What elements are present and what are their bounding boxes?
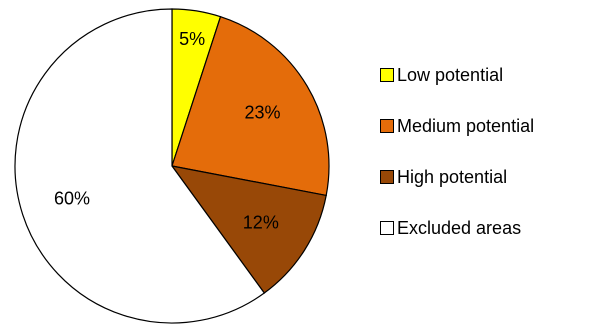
legend-item-low-potential: Low potential xyxy=(380,64,596,85)
pie-data-labels: 5% 23% 12% 60% xyxy=(54,29,281,233)
data-label-high-potential: 12% xyxy=(243,212,279,232)
pie-slice-high-potential xyxy=(170,165,327,294)
legend-label-medium-potential: Medium potential xyxy=(397,115,535,136)
data-label-medium-potential: 23% xyxy=(245,102,281,122)
legend-label-low-potential: Low potential xyxy=(397,64,504,85)
legend-swatch-medium-potential xyxy=(380,119,394,133)
data-label-excluded-areas: 60% xyxy=(54,189,90,209)
pie-slice-medium-potential xyxy=(171,15,330,197)
legend-item-high-potential: High potential xyxy=(380,166,596,187)
data-label-low-potential: 5% xyxy=(179,29,205,49)
legend-label-excluded-areas: Excluded areas xyxy=(397,217,522,238)
chart-legend: Low potential Medium potential High pote… xyxy=(380,64,596,270)
legend-label-high-potential: High potential xyxy=(397,166,508,187)
legend-item-excluded-areas: Excluded areas xyxy=(380,217,596,238)
legend-item-medium-potential: Medium potential xyxy=(380,115,596,136)
legend-swatch-low-potential xyxy=(380,68,394,82)
legend-swatch-high-potential xyxy=(380,170,394,184)
pie-slices xyxy=(14,8,330,324)
legend-swatch-excluded-areas xyxy=(380,221,394,235)
pie-slice-excluded-areas xyxy=(14,8,266,324)
